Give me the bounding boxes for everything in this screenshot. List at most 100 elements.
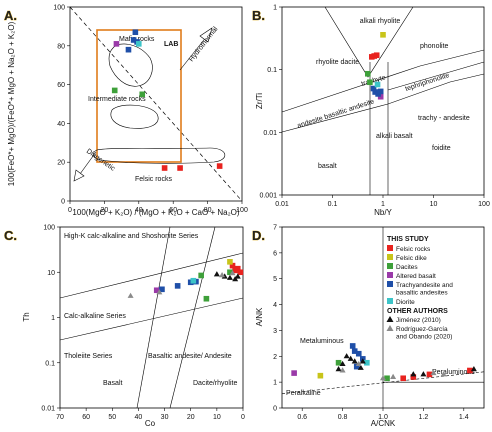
data-point: [216, 163, 223, 169]
data-point-triangle: [357, 364, 364, 370]
data-point-triangle: [351, 358, 358, 364]
data-point: [227, 259, 233, 265]
legend-altered-basalt: Altered basalt: [396, 273, 436, 280]
alkali-rhyolite-label: alkali rhyolite: [360, 18, 401, 25]
legend-jimenez-swatch: [386, 316, 394, 322]
legend-this-study: THIS STUDY: [387, 236, 429, 243]
panel-b: B. alkali rhyolite rhyolite dacite phono…: [252, 5, 490, 218]
y-tick-label: 5: [273, 276, 277, 283]
c-basalt-label: Basalt: [103, 380, 123, 387]
panel-a-ylabel: 100(FeO*+ MgO)/(FeO*+ MgO + Na₂O + K₂O): [7, 21, 16, 186]
data-point-triangle: [232, 276, 239, 282]
data-point: [174, 283, 181, 289]
y-tick-label: 60: [57, 82, 65, 89]
legend-felsic-dike-swatch: [387, 254, 393, 260]
diagenetic-arrowhead: [73, 169, 85, 182]
legend-altered-basalt-swatch: [387, 272, 393, 278]
panel-a-ticks: 0 20 40 60 80 100 0 20 40 60 80 100: [53, 5, 248, 215]
data-point: [364, 359, 370, 366]
phonolite-label: phonolite: [420, 43, 449, 50]
panel-c-xlabel: Co: [145, 419, 156, 428]
x-tick-label: 1.0: [378, 414, 388, 421]
y-tick-label: 1: [51, 315, 55, 322]
intermediate-field: [110, 104, 159, 129]
data-point-triangle: [234, 273, 241, 279]
diagenetic-arrow-shaft: [79, 151, 97, 175]
panel-c-ylabel: Th: [22, 312, 31, 321]
x-tick-label: 60: [169, 207, 177, 214]
data-point: [410, 374, 417, 380]
data-point: [364, 70, 371, 77]
legend-dacites: Dacites: [396, 264, 418, 271]
data-point: [159, 286, 165, 293]
data-point: [377, 88, 384, 95]
data-point-triangle: [430, 369, 437, 376]
data-point: [161, 165, 168, 171]
data-point-triangle: [339, 367, 346, 373]
lab-label: LAB: [164, 41, 178, 48]
data-point: [232, 267, 238, 274]
data-point-triangle: [156, 289, 163, 295]
data-point: [380, 32, 386, 38]
c-dacite-label: Dacite/rhyolite: [193, 380, 237, 387]
x-tick-label: 70: [56, 414, 64, 421]
y-tick-label: 4: [273, 302, 277, 309]
data-point: [426, 371, 433, 378]
x-tick-label: 20: [187, 414, 195, 421]
legend-diorite: Diorite: [396, 299, 415, 306]
legend-bg: [384, 232, 482, 336]
y-tick-label: 0: [273, 406, 277, 413]
alkali-basalt-label: alkali basalt: [376, 133, 413, 140]
hk-label: High-K calc-alkaline and Shoshonite Seri…: [64, 233, 199, 240]
data-point: [190, 277, 197, 284]
data-point: [136, 41, 142, 47]
data-point: [373, 52, 380, 59]
x-tick-label: 1: [381, 201, 385, 208]
legend-jimenez: Jiménez (2010): [396, 317, 441, 324]
b-lower-line: [281, 73, 485, 133]
data-point: [317, 372, 324, 379]
data-point: [130, 37, 137, 43]
d-peralkaline-line: [281, 371, 485, 395]
c-calc-boundary: [59, 297, 244, 341]
panel-d-letter: D.: [252, 228, 265, 243]
data-point-triangle: [219, 272, 226, 278]
x-tick-label: 10: [213, 414, 221, 421]
foidite-label: foidite: [432, 145, 451, 152]
legend-felsic-rocks: Felsic rocks: [396, 246, 431, 253]
data-point: [203, 295, 210, 302]
data-point: [335, 359, 342, 366]
y-tick-label: 100: [53, 5, 65, 12]
y-tick-label: 0.1: [267, 67, 277, 74]
data-point: [132, 29, 139, 36]
felsic-field: [93, 147, 226, 164]
legend-rodriguez-swatch: [386, 325, 394, 331]
peraluminous-label: Peraluminous: [432, 369, 475, 376]
data-point: [291, 370, 297, 376]
x-tick-label: 60: [82, 414, 90, 421]
panel-a-diagonal: [69, 6, 243, 202]
lab-box: [96, 29, 182, 163]
b-teph-line: [387, 61, 485, 91]
trachy-andesite-label: trachy - andesite: [418, 115, 470, 122]
data-point-triangle: [470, 366, 477, 372]
data-point: [237, 269, 244, 276]
panel-d-xlabel: A/CNK: [371, 419, 396, 428]
x-tick-label: 80: [204, 207, 212, 214]
x-tick-label: 30: [161, 414, 169, 421]
panel-d-points: [291, 343, 477, 382]
panel-d: D. Metaluminous Peraluminous Peralkaline…: [252, 225, 485, 428]
y-tick-label: 6: [273, 250, 277, 257]
data-point: [125, 46, 132, 53]
panel-a-xlabel: 100(MgO + K₂O) / (MgO + K₂O + CaO + Na₂O…: [72, 208, 239, 217]
basalt-label: basalt: [318, 163, 337, 170]
data-point: [139, 91, 146, 98]
y-tick-label: 80: [57, 43, 65, 50]
panel-a: A. LAB Mafic rocks Intermediate rocks Fe…: [4, 5, 248, 218]
data-point-triangle: [410, 371, 417, 377]
y-tick-label: 10: [47, 270, 55, 277]
c-basalt-boundary: [136, 226, 171, 409]
intermediate-label: Intermediate rocks: [88, 96, 146, 103]
